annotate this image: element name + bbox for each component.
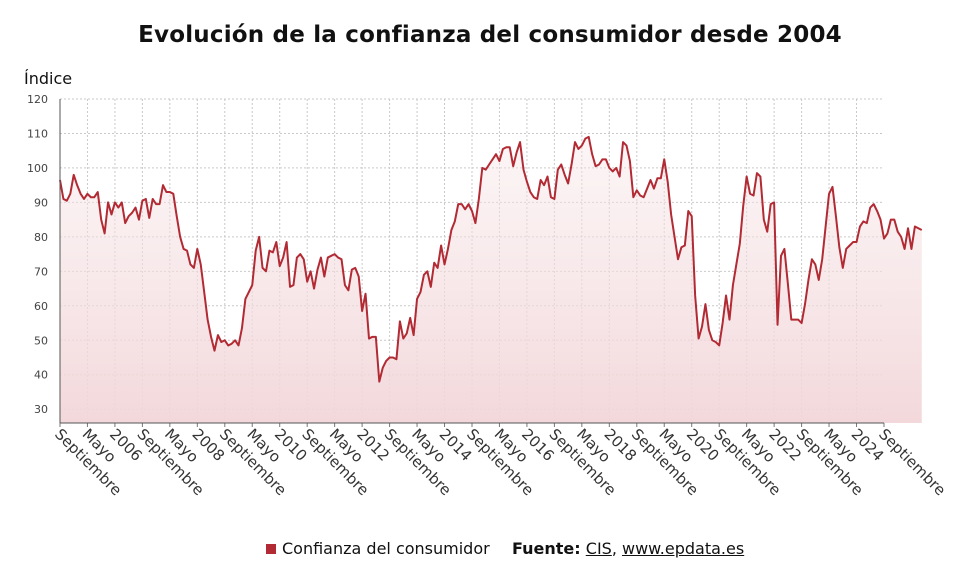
series-area xyxy=(60,136,922,423)
y-tick-label: 80 xyxy=(34,231,48,244)
chart-title: Evolución de la confianza del consumidor… xyxy=(138,22,842,48)
x-tick-labels: SeptiembreMayo2006SeptiembreMayo2008Sept… xyxy=(51,425,949,499)
area-layer xyxy=(59,135,923,423)
legend-swatch xyxy=(266,543,276,554)
source-prefix: Fuente: xyxy=(512,539,581,558)
source-note: Fuente: CIS, www.epdata.es xyxy=(512,539,744,558)
y-tick-labels: 30 40 50 60 70 80 90 100 110 120 xyxy=(27,93,48,416)
y-tick-label: 60 xyxy=(34,300,48,313)
source-separator: , xyxy=(611,539,617,558)
y-tick-label: 110 xyxy=(27,127,48,140)
x-tick-label: Septiembre xyxy=(875,425,949,499)
source-link-cis[interactable]: CIS xyxy=(585,539,612,558)
y-tick-label: 120 xyxy=(27,93,48,106)
legend-label: Confianza del consumidor xyxy=(282,539,490,558)
y-tick-label: 40 xyxy=(34,369,48,382)
y-tick-label: 90 xyxy=(34,196,48,209)
series-line[interactable] xyxy=(59,135,923,383)
y-tick-label: 100 xyxy=(27,162,48,175)
legend[interactable]: Confianza del consumidor xyxy=(266,539,490,558)
y-tick-label: 30 xyxy=(34,403,48,416)
axes xyxy=(59,99,885,427)
y-tick-label: 70 xyxy=(34,265,48,278)
y-axis-label: Índice xyxy=(24,69,73,88)
y-tick-label: 50 xyxy=(34,334,48,347)
source-link-epdata[interactable]: www.epdata.es xyxy=(622,539,745,558)
